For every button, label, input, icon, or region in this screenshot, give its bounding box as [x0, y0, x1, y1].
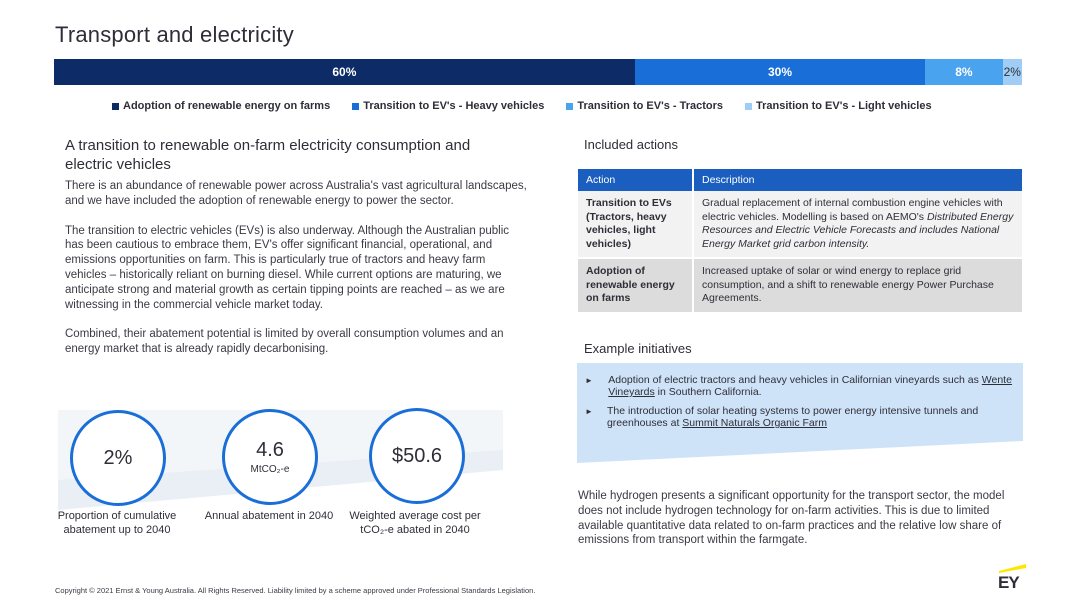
stat-value: 2% — [103, 446, 133, 469]
page-title: Transport and electricity — [55, 22, 294, 47]
initiative-text: Adoption of electric tractors and heavy … — [608, 374, 1015, 398]
ey-logo-icon — [999, 564, 1026, 573]
legend-swatch — [566, 102, 574, 110]
included-actions-heading: Included actions — [584, 137, 678, 152]
bar-segment-label: 8% — [955, 65, 973, 79]
legend-label: Transition to EV's - Light vehicles — [756, 100, 932, 112]
column-header-description: Description — [693, 169, 1024, 191]
stat-value: 4.6 — [256, 439, 284, 461]
legend-swatch — [352, 102, 360, 110]
legend-swatch — [112, 102, 119, 110]
stat-label: Annual abatement in 2040 — [204, 510, 334, 522]
stat-circle-proportion: 2% — [70, 410, 166, 506]
description-italic: Distributed Energy Resources and Electri… — [702, 210, 1014, 250]
action-cell: Transition to EVs (Tractors, heavy vehic… — [578, 191, 694, 259]
stat-circle-annual: 4.6 MtCO₂-e — [222, 409, 318, 505]
legend-label: Transition to EV's - Tractors — [577, 100, 723, 112]
ey-logo-text: EY — [998, 573, 1020, 592]
actions-table: Action Description Transition to EVs (Tr… — [578, 169, 1024, 314]
column-header-action: Action — [578, 169, 694, 191]
initiative-text-part: Adoption of electric tractors and heavy … — [608, 374, 982, 386]
bullet-arrow-icon: ► — [585, 376, 593, 385]
description-cell: Gradual replacement of internal combusti… — [693, 191, 1024, 259]
legend-label: Adoption of renewable energy on farms — [123, 100, 331, 112]
hydrogen-note: While hydrogen presents a significant op… — [578, 490, 1005, 547]
bar-segment: 8% — [925, 59, 1003, 85]
action-cell: Adoption of renewable energy on farms — [578, 258, 694, 314]
initiatives-background — [577, 363, 1023, 463]
intro-text: There is an abundance of renewable power… — [65, 179, 530, 372]
description-text: Gradual replacement of internal combusti… — [702, 197, 1003, 223]
initiative-text: The introduction of solar heating system… — [607, 405, 1015, 429]
legend-item: Transition to EV's - Tractors — [566, 100, 723, 112]
legend-swatch — [745, 102, 752, 110]
stat-unit: MtCO₂-e — [250, 464, 290, 475]
copyright-footer: Copyright © 2021 Ernst & Young Australia… — [55, 586, 536, 595]
section-heading: A transition to renewable on-farm electr… — [65, 137, 471, 173]
legend-item: Adoption of renewable energy on farms — [112, 100, 330, 112]
bar-segment: 60% — [54, 59, 635, 85]
bar-segment-label: 60% — [332, 65, 357, 79]
initiative-text-part: in Southern California. — [654, 386, 762, 398]
initiative-text-part: The introduction of solar heating system… — [606, 405, 979, 429]
ey-logo: EY — [996, 562, 1028, 592]
initiatives-list: ► Adoption of electric tractors and heav… — [585, 374, 1015, 436]
example-initiatives-heading: Example initiatives — [584, 341, 692, 356]
stat-label: Proportion of cumulative abatement up to… — [57, 510, 177, 536]
list-item: ► Adoption of electric tractors and heav… — [585, 374, 1015, 398]
legend-item: Transition to EV's - Heavy vehicles — [352, 100, 544, 112]
bullet-arrow-icon: ► — [585, 407, 593, 416]
bar-segment: 2% — [1002, 59, 1022, 85]
bar-segment-label: 2% — [1003, 65, 1021, 79]
stat-circle-cost: $50.6 — [369, 408, 465, 504]
stat-label: Weighted average cost per tCO₂-e abated … — [349, 510, 481, 536]
chart-legend: Adoption of renewable energy on farms Tra… — [112, 100, 954, 112]
table-header-row: Action Description — [578, 169, 1024, 191]
table-row: Transition to EVs (Tractors, heavy vehic… — [578, 191, 1024, 259]
paragraph: Combined, their abatement potential is l… — [65, 328, 504, 356]
legend-label: Transition to EV's - Heavy vehicles — [363, 100, 545, 112]
list-item: ► The introduction of solar heating syst… — [585, 405, 1015, 429]
legend-item: Transition to EV's - Light vehicles — [745, 100, 932, 112]
paragraph: There is an abundance of renewable power… — [65, 180, 527, 207]
description-cell: Increased uptake of solar or wind energy… — [693, 258, 1024, 314]
summit-naturals-link[interactable]: Summit Naturals Organic Farm — [682, 417, 827, 429]
bar-segment-label: 30% — [767, 65, 792, 79]
stacked-bar-chart: 60% 30% 8% 2% — [54, 59, 1022, 85]
paragraph: The transition to electric vehicles (EVs… — [65, 224, 510, 311]
stat-value: $50.6 — [391, 444, 443, 467]
bar-segment: 30% — [634, 59, 926, 85]
description-text: Increased uptake of solar or wind energy… — [702, 265, 994, 304]
table-row: Adoption of renewable energy on farms In… — [578, 258, 1024, 314]
wente-vineyards-link[interactable]: Wente Vineyards — [608, 374, 1012, 398]
